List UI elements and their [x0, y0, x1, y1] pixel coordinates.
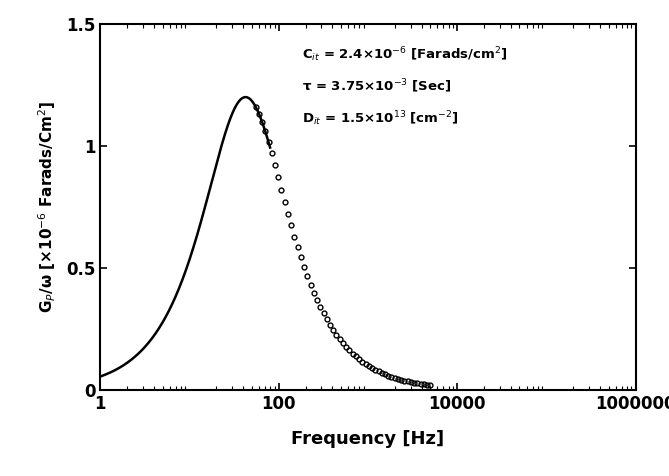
Y-axis label: G$_P$/ω [×10$^{-6}$ Farads/Cm$^2$]: G$_P$/ω [×10$^{-6}$ Farads/Cm$^2$]	[36, 101, 58, 313]
X-axis label: Frequency [Hz]: Frequency [Hz]	[292, 430, 444, 448]
Text: C$_{it}$ = 2.4×10$^{-6}$ [Farads/cm$^2$]: C$_{it}$ = 2.4×10$^{-6}$ [Farads/cm$^2$]	[302, 46, 507, 64]
Text: τ = 3.75×10$^{-3}$ [Sec]: τ = 3.75×10$^{-3}$ [Sec]	[302, 78, 451, 95]
Text: D$_{it}$ = 1.5×10$^{13}$ [cm$^{-2}$]: D$_{it}$ = 1.5×10$^{13}$ [cm$^{-2}$]	[302, 109, 458, 128]
